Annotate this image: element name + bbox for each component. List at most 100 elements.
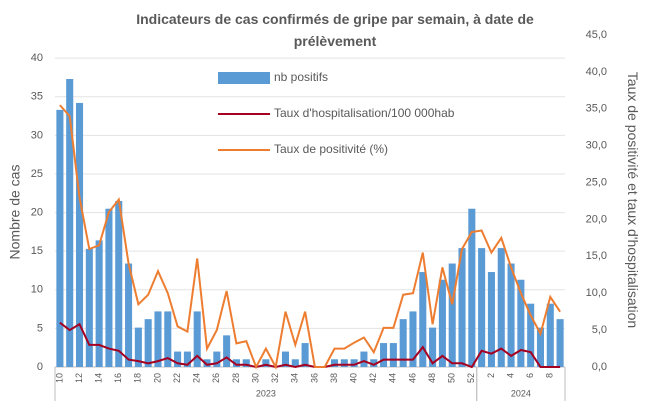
bar	[370, 359, 378, 367]
bar	[164, 311, 172, 367]
bar	[468, 208, 476, 367]
y2-tick-label: 35,0	[586, 103, 607, 115]
bar	[360, 351, 368, 367]
x-tick-label: 42	[368, 373, 378, 383]
x-tick-label: 10	[54, 373, 64, 383]
bar	[340, 359, 348, 367]
line	[59, 104, 561, 371]
x-tick-label: 12	[74, 373, 84, 383]
x-tick-label: 36	[309, 373, 319, 383]
y-tick-label: 15	[31, 245, 43, 257]
bar	[85, 248, 93, 367]
bar	[262, 359, 270, 367]
x-tick-label: 46	[407, 373, 417, 383]
x-tick-label: 18	[133, 373, 143, 383]
bar	[115, 201, 123, 367]
bar	[66, 79, 74, 367]
bar	[174, 351, 182, 367]
bar	[134, 327, 142, 367]
y2-axis-label: Taux de positivité et taux d'hospitalisa…	[625, 71, 641, 329]
y-axis-label: Nombre de cas	[7, 165, 23, 260]
bar	[536, 327, 545, 367]
bar	[242, 359, 250, 367]
bar	[438, 279, 446, 367]
bar	[419, 272, 427, 367]
bar	[399, 319, 407, 367]
x-tick-label: 30	[250, 373, 260, 383]
y2-tick-label: 10,0	[586, 287, 607, 299]
x-tick-label: 4	[505, 373, 515, 378]
bar	[429, 327, 437, 367]
bar	[291, 359, 299, 367]
bar	[56, 109, 64, 368]
x-tick-label: 8	[545, 373, 555, 378]
bar	[232, 359, 240, 367]
bar	[183, 351, 191, 367]
legend-label: Taux d'hospitalisation/100 000hab	[274, 106, 455, 120]
x-group-label: 2023	[256, 388, 276, 398]
bar	[556, 319, 564, 367]
bar	[125, 263, 133, 367]
x-tick-label: 20	[152, 373, 162, 383]
x-tick-label: 16	[113, 373, 123, 383]
bar	[223, 335, 231, 367]
bar	[350, 359, 358, 367]
x-tick-label: 22	[172, 373, 182, 383]
bar	[507, 263, 515, 367]
y-tick-label: 20	[31, 206, 43, 218]
bar	[154, 311, 162, 367]
y2-tick-label: 25,0	[586, 176, 607, 188]
x-tick-label: 28	[231, 373, 241, 383]
x-tick-label: 6	[525, 373, 535, 378]
x-tick-label: 32	[270, 373, 280, 383]
x-tick-label: 2	[486, 373, 496, 378]
bar	[144, 319, 152, 367]
bar	[281, 351, 290, 367]
bar	[380, 343, 388, 367]
bar	[448, 263, 456, 367]
y2-tick-label: 15,0	[586, 250, 607, 262]
line	[59, 321, 561, 369]
legend-swatch	[218, 72, 270, 84]
bar	[527, 303, 535, 367]
y-tick-label: 10	[31, 284, 43, 296]
bar	[517, 279, 525, 367]
bar	[213, 351, 221, 367]
y-tick-label: 35	[31, 91, 43, 103]
y-tick-label: 5	[37, 322, 43, 334]
x-tick-label: 38	[329, 373, 339, 383]
x-tick-label: 48	[427, 373, 437, 383]
bar	[546, 303, 554, 367]
y2-tick-label: 20,0	[586, 213, 607, 225]
x-tick-label: 24	[192, 373, 202, 383]
x-tick-label: 50	[447, 373, 457, 383]
x-tick-label: 34	[290, 373, 300, 383]
y2-tick-label: 40,0	[586, 66, 607, 78]
y-tick-label: 40	[31, 52, 43, 64]
bar	[105, 208, 113, 367]
legend-label: Taux de positivité (%)	[274, 142, 388, 156]
y-tick-label: 0	[37, 361, 43, 373]
bar	[330, 359, 339, 367]
bar	[193, 311, 201, 367]
y-tick-label: 25	[31, 168, 43, 180]
y2-tick-label: 30,0	[586, 140, 607, 152]
bar	[497, 248, 505, 367]
legend-label: nb positifs	[274, 70, 328, 84]
bar	[487, 272, 495, 367]
y2-tick-label: 5,0	[592, 324, 607, 336]
bar	[95, 240, 103, 367]
bar	[478, 248, 486, 367]
x-group-label: 2024	[511, 388, 531, 398]
x-tick-label: 40	[349, 373, 359, 383]
x-tick-label: 26	[211, 373, 221, 383]
bar	[301, 343, 309, 367]
y2-tick-label: 45,0	[586, 29, 607, 41]
bar	[389, 343, 397, 367]
y2-tick-label: 0,0	[592, 361, 607, 373]
y-tick-label: 30	[31, 129, 43, 141]
bar	[203, 359, 211, 367]
chart-title: Indicateurs de cas confirmés de gripe pa…	[136, 11, 534, 49]
